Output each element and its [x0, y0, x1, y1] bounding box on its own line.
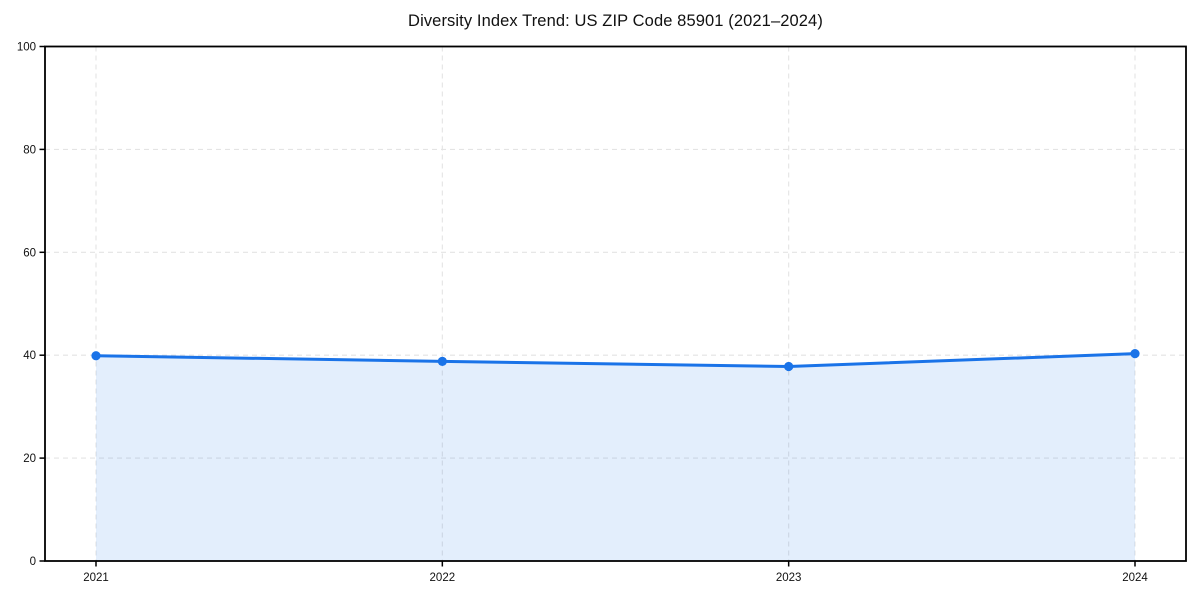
axes-border — [44, 45, 1187, 562]
y-tick-label-40: 40 — [23, 350, 36, 362]
y-tick-label-60: 60 — [23, 247, 36, 259]
y-tick-label-0: 0 — [30, 556, 36, 568]
data-point-2022 — [437, 356, 447, 366]
y-tick-label-20: 20 — [23, 453, 36, 465]
data-point-2023 — [784, 361, 794, 372]
y-tick-label-100: 100 — [17, 42, 36, 54]
y-tick-label-80: 80 — [23, 144, 36, 156]
x-tick-label-2023: 2023 — [776, 572, 802, 584]
x-tick-label-2021: 2021 — [83, 572, 109, 584]
x-tick-label-2024: 2024 — [1122, 572, 1148, 584]
data-point-2021 — [91, 351, 101, 361]
chart-title: Diversity Index Trend: US ZIP Code 85901… — [408, 12, 823, 30]
trend-line — [94, 352, 1137, 369]
area-fill — [96, 353, 1135, 561]
x-tick-label-2022: 2022 — [430, 572, 456, 584]
data-point-2024 — [1130, 349, 1140, 359]
